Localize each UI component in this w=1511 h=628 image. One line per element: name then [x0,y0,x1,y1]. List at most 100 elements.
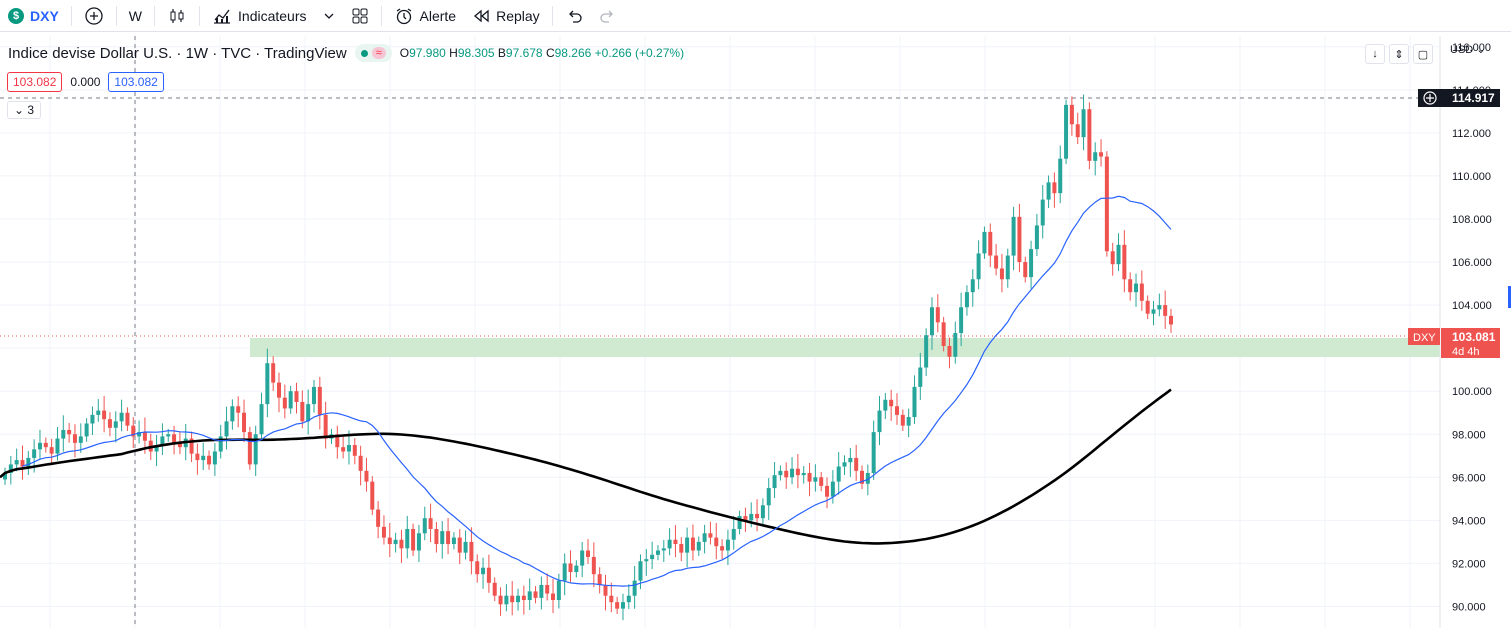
price-chart[interactable]: 116.000114.000112.000110.000108.000106.0… [0,36,1511,628]
interval-label: W [128,7,143,24]
candle-body [306,404,311,422]
divider [70,5,72,26]
candle-body [201,455,206,461]
candle-body [766,488,771,506]
scroll-handle[interactable] [1508,286,1511,308]
candle-body [49,447,54,454]
redo-button[interactable] [591,0,625,31]
ohlc-change: +0.266 (+0.27%) [594,46,685,60]
candle-body [253,434,258,465]
candle-body [381,526,386,538]
candle-body [142,432,147,441]
candle-body [37,442,42,450]
candle-body [446,531,451,545]
candle-body [1104,156,1109,252]
candle-body [731,528,736,540]
candle-body [848,457,853,463]
collapse-icon[interactable]: ⇕ [1389,44,1409,64]
candle-body [1011,216,1016,256]
candle-body [854,457,859,471]
layouts-button[interactable] [343,0,377,31]
candle-body [102,410,107,420]
candle-body [883,399,888,411]
candle-body [323,414,328,439]
candle-body [1099,152,1104,157]
compare-button[interactable] [76,0,112,31]
candle-body [964,292,969,308]
candle-body [556,580,561,601]
candle-body [1087,109,1092,161]
candle-body [247,432,252,465]
candle-body [107,419,112,428]
candle-body [924,335,929,368]
axis-tick-label: 96.000 [1452,472,1486,484]
last-price-tag [1441,328,1500,358]
candle-body [586,550,590,557]
candle-body [1157,305,1162,310]
candle-body [778,470,783,476]
candle-body [177,442,182,448]
candle-body [481,567,486,575]
candle-body [84,423,89,437]
candle-body [877,410,882,433]
arrow-down-icon[interactable]: ↓ [1365,44,1385,64]
candle-body [626,595,631,603]
chart-grid [0,36,1440,628]
candle-body [1128,279,1133,293]
candle-body [894,406,899,415]
candle-body [288,391,293,409]
axis-tick-label: 110.000 [1452,171,1491,183]
interval-button[interactable]: W [121,0,150,31]
candle-body [760,505,765,519]
alert-label: Alerte [419,7,457,24]
candle-body [1163,305,1168,316]
market-status[interactable]: ≈ [354,44,392,62]
candle-body [67,429,72,435]
candle-body [125,412,130,426]
candle-body [1040,199,1045,226]
axis-tick-label: 94.000 [1452,515,1486,527]
candle-body [463,541,468,553]
collapse-indicators-button[interactable]: ⌄ 3 [7,101,42,119]
candle-body [8,464,13,474]
candle-body [871,432,876,474]
candle-body [795,468,800,476]
candle-body [317,386,322,415]
candle-body [300,401,305,422]
ohlc-high-key: H [449,46,458,60]
bar-countdown: 4d 4h [1452,346,1480,358]
axis-tick-label: 104.000 [1452,300,1492,312]
maximize-icon[interactable]: ▢ [1413,44,1433,64]
divider [154,5,156,26]
candle-body [644,559,649,562]
indicators-button[interactable]: Indicateurs [204,0,314,31]
alert-button[interactable]: Alerte [386,0,465,31]
undo-button[interactable] [557,0,591,31]
candle-body [1151,309,1156,314]
ma-fast-line [22,195,1172,587]
candle-body [504,595,509,605]
candle-body [708,533,713,538]
add-circle-icon[interactable] [1423,91,1437,105]
candle-body [743,516,748,521]
chart-type-button[interactable] [159,0,195,31]
candle-body [615,602,620,609]
candle-body [14,460,19,465]
ohlc-open-key: O [399,46,410,60]
candle-body [1005,255,1010,280]
symbol-button[interactable]: $ DXY [0,0,67,31]
candle-body [889,399,894,407]
candle-body [1075,124,1080,138]
candle-body [428,518,433,529]
indicators-dropdown[interactable] [315,0,343,31]
candle-body [988,231,993,256]
symbol-tag-label: DXY [1413,332,1436,344]
candle-body [510,595,515,603]
axis-tick-label: 92.000 [1452,558,1486,570]
currency-selector[interactable]: USD ⌄ [1450,44,1486,56]
candle-body [154,445,159,452]
replay-button[interactable]: Replay [464,0,548,31]
candle-body [953,333,958,357]
candle-body [603,584,608,596]
alarm-clock-icon [394,6,414,26]
